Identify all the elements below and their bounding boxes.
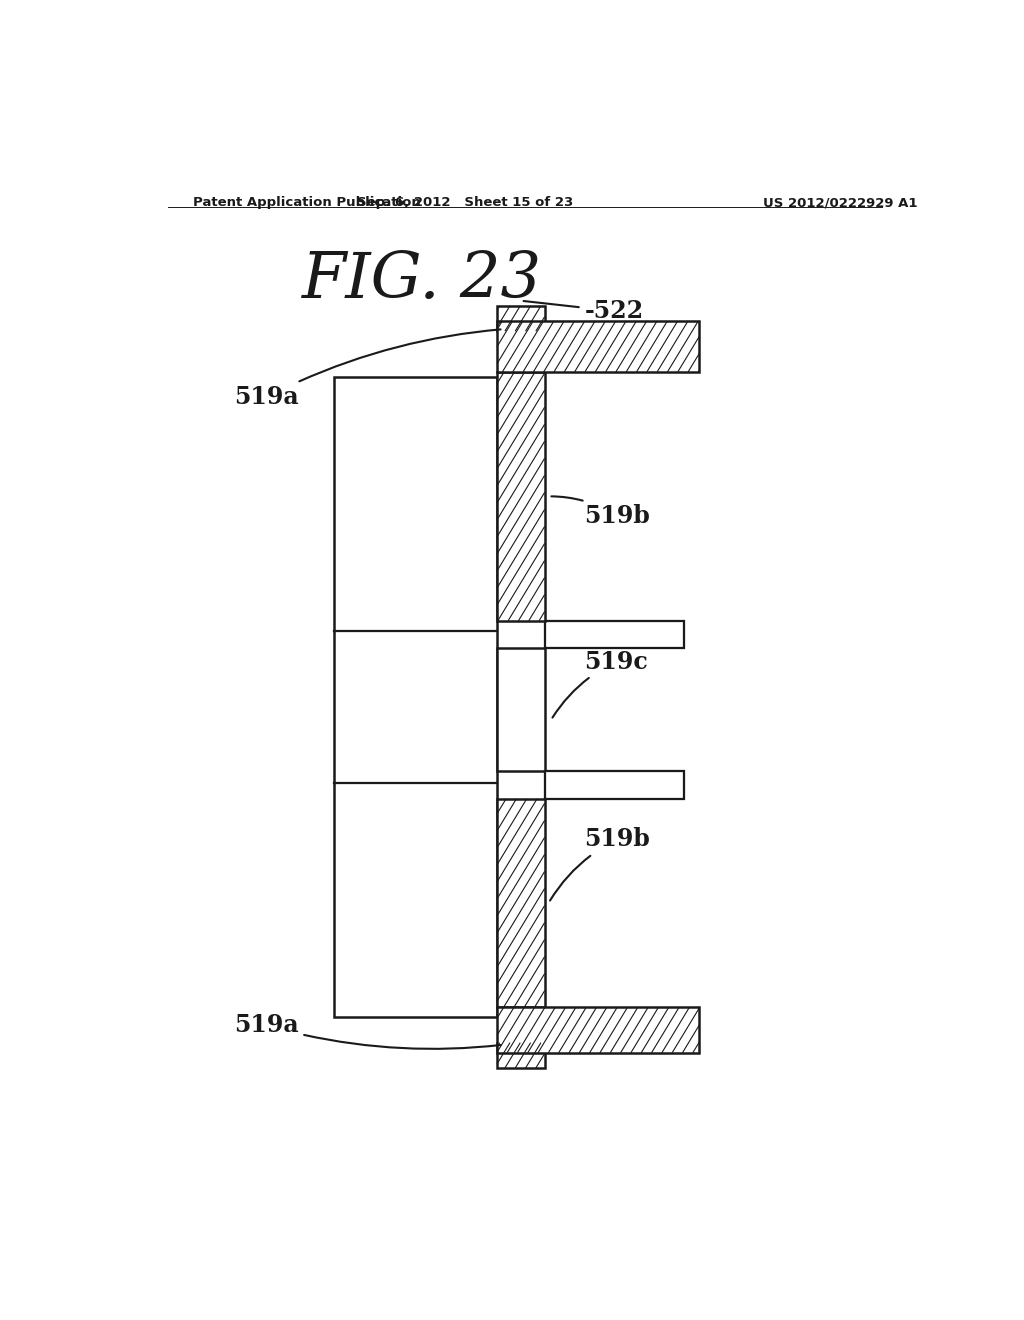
Bar — [334, 378, 497, 1018]
Text: 519b: 519b — [550, 828, 650, 900]
Text: Patent Application Publication: Patent Application Publication — [194, 195, 421, 209]
Bar — [497, 1043, 545, 1068]
Bar — [497, 799, 545, 1007]
Text: 519b: 519b — [551, 496, 650, 528]
Text: 519a: 519a — [234, 1014, 501, 1049]
Bar — [497, 372, 545, 620]
Bar — [497, 321, 699, 372]
Bar — [545, 771, 684, 799]
Text: 519c: 519c — [553, 649, 648, 718]
Bar — [545, 620, 684, 648]
Text: Sep. 6, 2012   Sheet 15 of 23: Sep. 6, 2012 Sheet 15 of 23 — [357, 195, 573, 209]
Text: 519a: 519a — [234, 330, 501, 409]
Bar — [497, 648, 545, 771]
Bar — [497, 306, 545, 331]
Bar — [497, 1007, 699, 1053]
Text: US 2012/0222929 A1: US 2012/0222929 A1 — [763, 195, 918, 209]
Text: -522: -522 — [523, 300, 643, 323]
Text: FIG. 23: FIG. 23 — [302, 249, 542, 312]
